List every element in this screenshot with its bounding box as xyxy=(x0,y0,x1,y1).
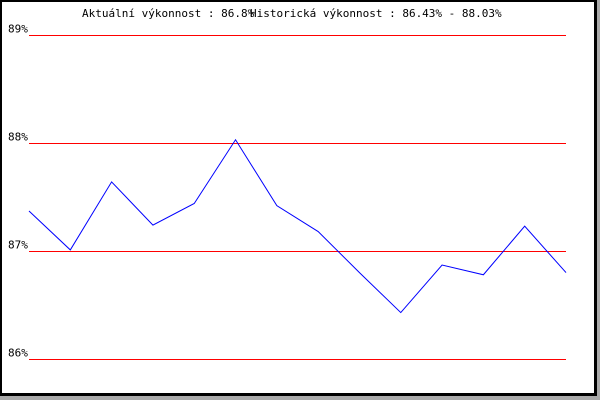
y-tick-label: 86% xyxy=(8,347,28,360)
y-tick-label: 87% xyxy=(8,239,28,252)
y-tick-label: 88% xyxy=(8,131,28,144)
current-performance-label: Aktuální výkonnost : 86.8% xyxy=(82,7,255,20)
historical-performance-label: Historická výkonnost : 86.43% - 88.03% xyxy=(250,7,502,20)
performance-line xyxy=(28,138,567,314)
y-tick-label: 89% xyxy=(8,23,28,36)
